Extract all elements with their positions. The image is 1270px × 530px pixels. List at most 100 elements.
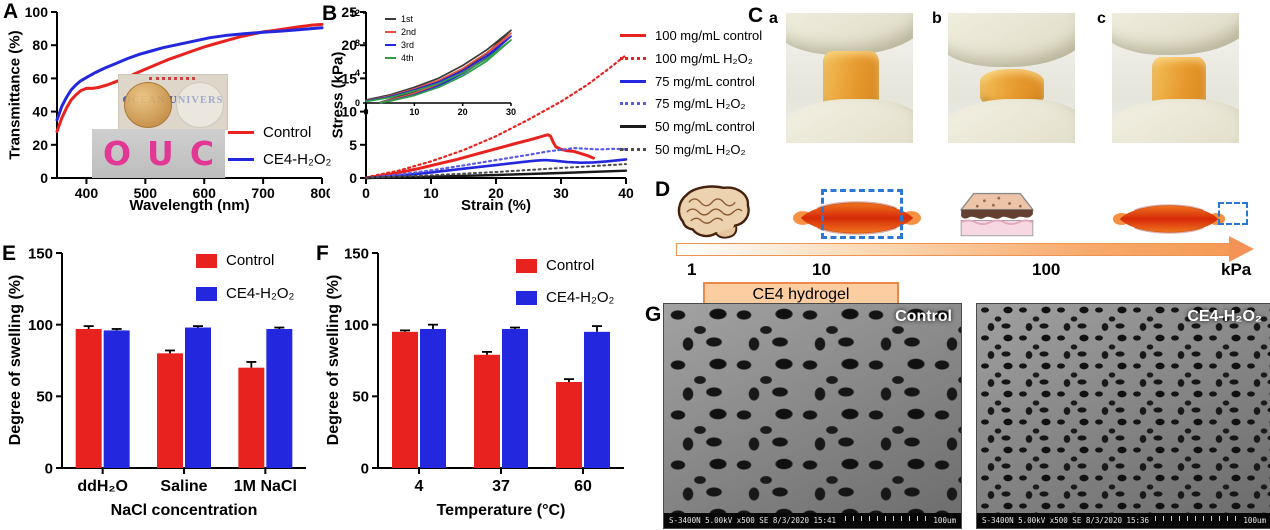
- e-legend-ce4: CE4-H₂O₂: [196, 285, 294, 302]
- legend-label: 100 mg/mL H₂O₂: [655, 51, 753, 66]
- cycle1-swatch: [385, 18, 396, 20]
- sem-image-ce4: CE4-H₂O₂ S-3400N 5.00kV x500 SE 8/3/2020…: [976, 303, 1270, 529]
- b-legend-75-control: 75 mg/mL control: [620, 74, 755, 89]
- muscle-icon: [793, 201, 921, 235]
- paper-text: OCEAN UNIVERS: [122, 95, 224, 106]
- scale-unit-kpa: kPa: [1221, 260, 1252, 279]
- sem-title: CE4-H₂O₂: [1187, 308, 1262, 325]
- y-tick-label: 80: [32, 37, 48, 53]
- panel-f-ylabel: Degree of swelling (%): [325, 274, 342, 446]
- control-line-swatch: [228, 131, 254, 134]
- x-tick-label: 10: [423, 185, 439, 201]
- series-75 mg/mL H₂O₂: [364, 147, 628, 180]
- sem-info-bar: S-3400N 5.00kV x500 SE 8/3/2020 15:41 10…: [664, 513, 961, 528]
- panel-a-legend-control: Control: [228, 124, 311, 141]
- muscle-icon-right: [1112, 204, 1226, 234]
- scale-tick-10: 10: [812, 260, 831, 279]
- bar-Control: [474, 354, 500, 468]
- y-tick-label: 50: [352, 389, 369, 406]
- bar-Control: [75, 328, 102, 468]
- dotted-line-swatch: [620, 148, 646, 151]
- inset-legend-3rd: 3rd: [385, 40, 414, 50]
- cyclic-inset-chart: 0 4 8 12 0 10 20 30: [350, 8, 516, 117]
- y-tick-label: 0: [355, 98, 360, 108]
- x-tick-label: 0: [363, 107, 368, 117]
- ce4-hydrogel-range-label: CE4 hydrogel: [703, 282, 899, 307]
- bar-Control: [392, 331, 418, 468]
- ce4-line-swatch: [228, 158, 254, 161]
- x-tick-label: 600: [193, 185, 217, 201]
- bar-CE4-H₂O₂: [103, 330, 130, 468]
- panel-e-xlabel: NaCl concentration: [110, 502, 258, 519]
- photo-a-label: a: [769, 10, 778, 27]
- panel-b-ylabel: Stress (kPa): [329, 51, 347, 139]
- bar-Control: [157, 353, 183, 468]
- x-tick-label: 0: [362, 185, 370, 201]
- control-swatch: [196, 253, 217, 268]
- bar-Control: [556, 382, 582, 468]
- y-tick-label: 100: [28, 317, 53, 334]
- category-label: Saline: [160, 478, 207, 495]
- scale-label: 100um: [1243, 516, 1266, 525]
- y-tick-label: 150: [344, 245, 369, 262]
- legend-label: 2nd: [401, 27, 417, 37]
- y-tick-label: 10: [341, 104, 357, 120]
- x-tick-label: 800: [310, 185, 330, 201]
- series-4th: [365, 39, 512, 104]
- stiffness-range-box-small: [1218, 202, 1248, 225]
- sem-info-bar: S-3400N 5.00kV x500 SE 8/3/2020 15:36 10…: [977, 513, 1270, 528]
- b-legend-50-control: 50 mg/mL control: [620, 119, 755, 134]
- category-label: 37: [492, 478, 510, 495]
- bar-CE4-H₂O₂: [584, 331, 610, 468]
- legend-label: 50 mg/mL H₂O₂: [655, 142, 746, 157]
- arrow-head: [1229, 236, 1254, 262]
- sem-metadata: S-3400N 5.00kV x500 SE 8/3/2020 15:41: [669, 516, 837, 525]
- letter-o: O: [102, 134, 132, 173]
- y-tick-label: 60: [32, 70, 48, 86]
- panel-a-legend-ce4: CE4-H₂O₂: [228, 151, 331, 168]
- legend-label: Control: [263, 124, 312, 141]
- category-label: ddH₂O: [77, 478, 128, 495]
- y-tick-label: 40: [32, 104, 48, 120]
- compression-photo-b: [948, 13, 1075, 143]
- y-tick-label: 0: [349, 170, 357, 186]
- panel-c-label: C: [748, 4, 764, 27]
- sem-title: Control: [895, 308, 952, 325]
- x-tick-label: 10: [409, 107, 419, 117]
- x-tick-label: 20: [458, 107, 468, 117]
- upper-plaster: [948, 13, 1075, 67]
- panel-e-label: E: [2, 242, 17, 265]
- y-tick-label: 4: [355, 68, 360, 78]
- swelling-temperature-chart: 0 50 100 150 4 37 60: [344, 245, 624, 495]
- legend-label: CE4-H₂O₂: [263, 151, 332, 168]
- photo-c-label: c: [1097, 10, 1106, 27]
- sem-pore-texture: [664, 304, 961, 513]
- y-tick-label: 12: [350, 8, 360, 18]
- scale-label: 100um: [933, 516, 956, 525]
- control-swatch: [516, 258, 537, 273]
- y-tick-label: 100: [344, 317, 369, 334]
- scale-tick-1: 1: [687, 260, 697, 279]
- y-tick-label: 5: [349, 137, 357, 153]
- brain-icon: [677, 185, 750, 239]
- panel-g-label: G: [645, 303, 662, 326]
- letter-c: C: [189, 134, 215, 173]
- scale-tick-100: 100: [1032, 260, 1061, 279]
- compression-photo-c: [1112, 13, 1239, 143]
- legend-label: 1st: [401, 14, 414, 24]
- upper-plaster: [1112, 13, 1239, 55]
- b-legend-75-h2o2: 75 mg/mL H₂O₂: [620, 96, 746, 111]
- stiffness-range-box: [821, 189, 903, 239]
- series-100 mg/mL H₂O₂: [364, 54, 628, 179]
- photo-b-label: b: [932, 10, 942, 27]
- lower-plaster: [786, 99, 913, 143]
- y-tick-label: 0: [40, 170, 48, 186]
- legend-label: CE4-H₂O₂: [546, 289, 615, 306]
- e-legend-control: Control: [196, 252, 274, 269]
- ce4-swatch: [516, 290, 537, 305]
- f-legend-control: Control: [516, 257, 594, 274]
- ce4-gel-disc: [176, 82, 224, 128]
- category-label: 4: [415, 478, 424, 495]
- panel-f-label: F: [316, 242, 329, 265]
